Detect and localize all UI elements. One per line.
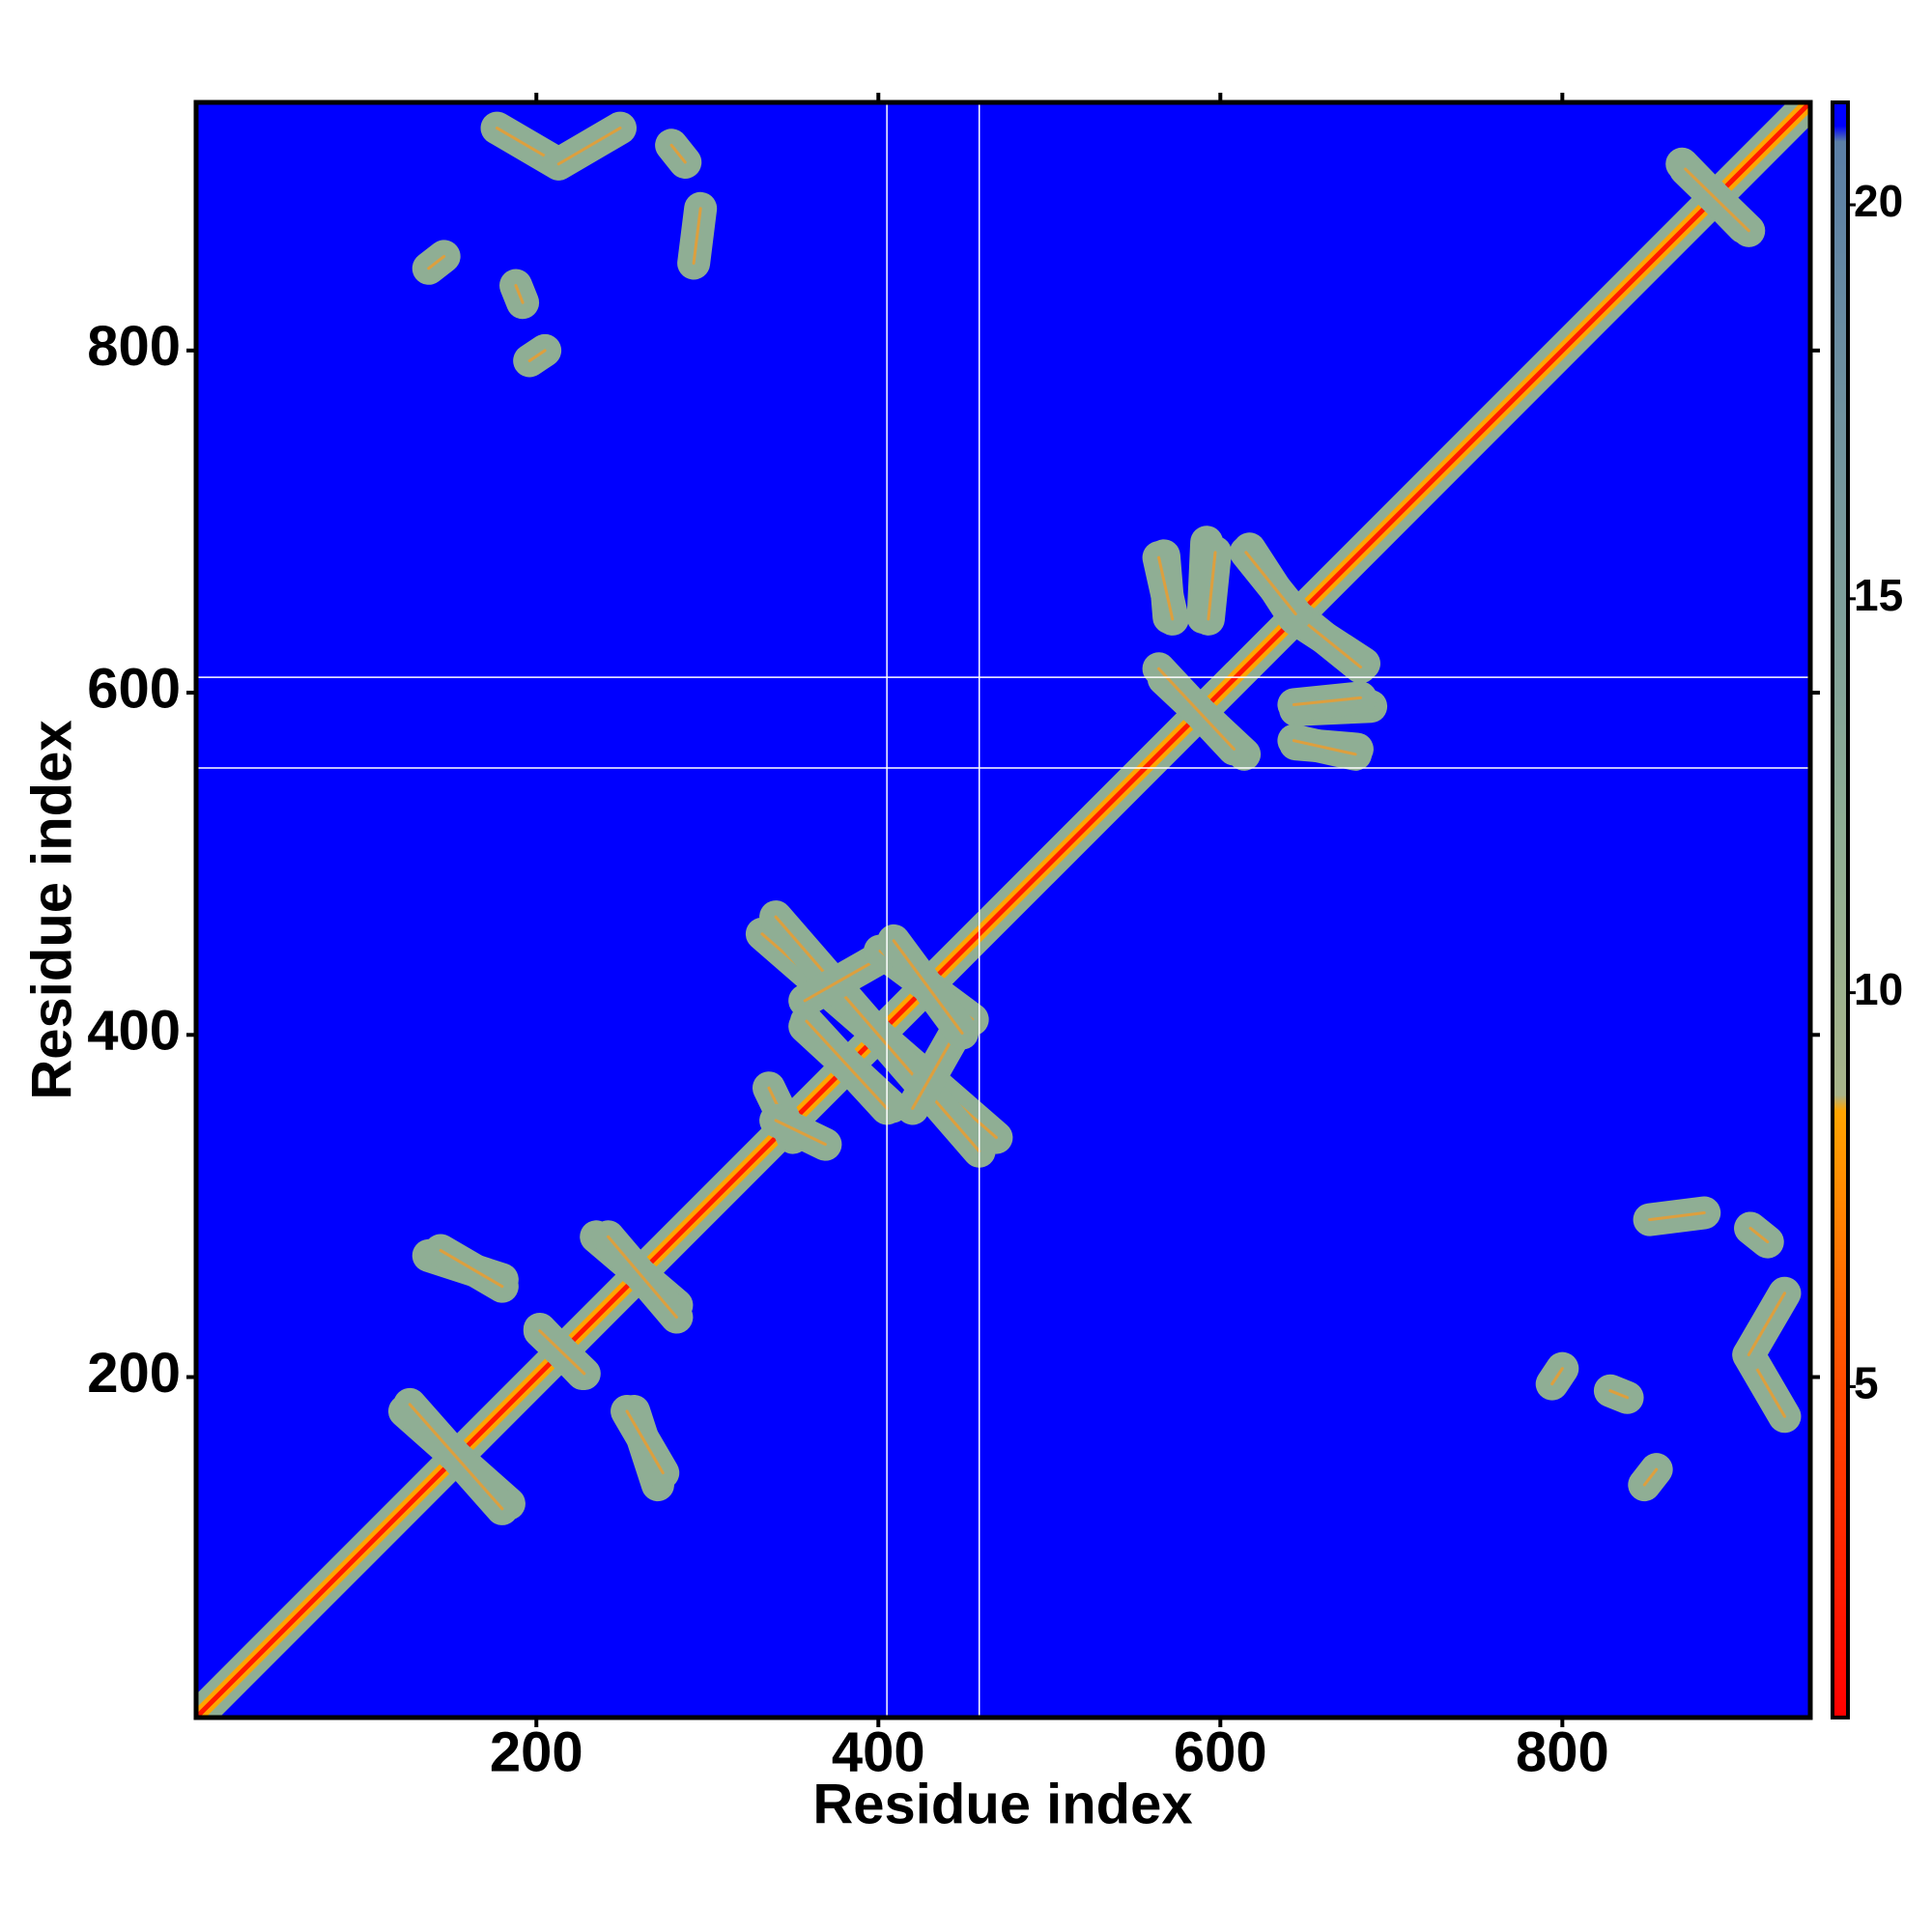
contact-core — [1244, 551, 1297, 616]
heatmap — [196, 102, 1810, 1718]
x-tick-label: 800 — [1516, 1720, 1609, 1783]
contact-core — [527, 349, 547, 362]
contact-core — [1157, 555, 1175, 621]
contact-core — [439, 1248, 504, 1289]
contact-core — [1550, 1367, 1564, 1386]
contact-core — [669, 143, 687, 164]
y-tick-label: 800 — [87, 315, 181, 378]
contact-core — [1157, 667, 1236, 752]
contact-core — [1292, 739, 1357, 756]
contact-core — [1748, 1226, 1770, 1244]
colorbar-tick-label: 20 — [1854, 176, 1903, 226]
colorbar — [1831, 100, 1850, 1719]
contact-core — [805, 1019, 889, 1110]
contact-core — [1297, 615, 1362, 668]
contact-core — [514, 284, 525, 304]
contact-core — [538, 1329, 586, 1376]
contact-core — [1608, 1389, 1630, 1400]
contact-core — [774, 1119, 827, 1147]
contact-core — [1207, 551, 1217, 621]
contact-core — [427, 254, 446, 270]
contact-core — [1684, 167, 1750, 233]
contact-core — [607, 1235, 678, 1320]
x-tick-label: 600 — [1174, 1720, 1267, 1783]
contact-core — [1648, 1211, 1706, 1222]
plot-frame — [193, 99, 1813, 1720]
contact-core — [692, 207, 702, 265]
y-axis-title: Residue index — [20, 720, 83, 1099]
contact-core — [408, 1403, 504, 1511]
contact-core — [1747, 1292, 1786, 1357]
contact-core — [1642, 1467, 1659, 1487]
colorbar-tick-label: 5 — [1854, 1358, 1879, 1408]
colorbar-tick-label: 15 — [1854, 570, 1903, 620]
x-axis-title: Residue index — [812, 1773, 1192, 1835]
y-tick-label: 200 — [87, 1342, 181, 1405]
colorbar-tick-label: 10 — [1854, 964, 1903, 1014]
contact-core — [774, 915, 981, 1153]
contact-core — [892, 939, 964, 1036]
x-tick-label: 200 — [490, 1720, 583, 1783]
x-tick-label: 400 — [832, 1720, 925, 1783]
y-tick-label: 600 — [87, 657, 181, 720]
y-tick-label: 400 — [87, 1000, 181, 1063]
contact-core — [1292, 696, 1362, 706]
contact-core — [556, 127, 622, 166]
contact-core — [625, 1409, 665, 1475]
